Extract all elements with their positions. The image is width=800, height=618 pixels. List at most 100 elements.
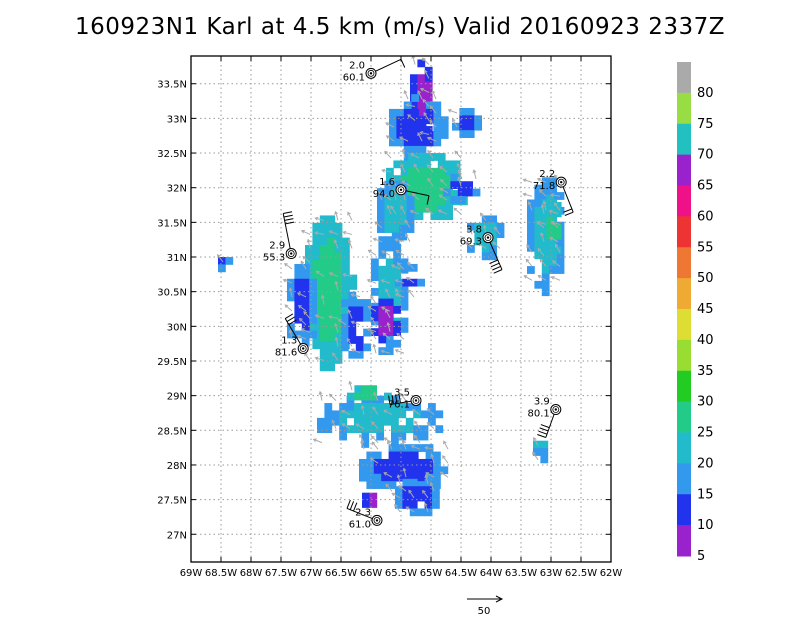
field-cell <box>415 160 424 169</box>
wind-arrow-head <box>333 239 338 244</box>
colorbar-label: 45 <box>697 302 714 317</box>
wind-arrow <box>396 250 405 256</box>
field-cell <box>385 339 394 348</box>
field-cell <box>342 237 350 246</box>
field-cell <box>378 273 387 282</box>
field-cell <box>396 138 405 147</box>
wind-arrow <box>438 209 448 215</box>
field-cell <box>363 328 371 337</box>
wind-arrow <box>406 277 415 284</box>
wind-barb-feather <box>395 394 398 404</box>
y-tick-label: 31N <box>167 253 187 264</box>
field-cell <box>363 343 371 352</box>
field-cell <box>541 280 550 289</box>
field-cell <box>294 330 303 339</box>
wind-arrow <box>402 440 407 450</box>
field-cell <box>378 298 387 307</box>
wind-arrow-head <box>347 309 352 314</box>
wind-arrow-head <box>399 136 403 141</box>
field-cell <box>440 131 449 139</box>
wind-arrow-head <box>346 337 351 342</box>
wind-arrow-head <box>525 258 530 263</box>
wind-arrow-head <box>350 348 355 352</box>
field-cell <box>327 319 335 327</box>
wind-arrow <box>304 352 311 361</box>
station-marker-inner <box>484 234 492 242</box>
field-cell <box>346 410 355 419</box>
station: 3.869.3 <box>460 225 503 274</box>
field-cell <box>348 336 357 344</box>
wind-arrow-head <box>403 89 408 94</box>
colorbar-label: 70 <box>697 148 714 163</box>
wind-arrow-head <box>468 224 473 229</box>
field-cell <box>389 116 397 125</box>
wind-arrow-head <box>314 314 319 318</box>
field-cell <box>433 101 442 110</box>
wind-arrow <box>359 434 365 443</box>
wind-arrow-head <box>396 474 401 479</box>
station-label-bottom: 61.0 <box>349 519 371 530</box>
field-cell <box>389 131 397 139</box>
wind-arrow-head <box>410 444 415 449</box>
y-tick-label: 32N <box>167 184 187 195</box>
field-cell <box>327 363 335 372</box>
wind-barb-staff <box>370 58 402 74</box>
wind-barb-feather <box>283 214 293 218</box>
field-cell <box>437 212 446 221</box>
wind-arrow-head <box>424 474 429 479</box>
field-cell <box>301 271 310 280</box>
wind-arrow-head <box>472 169 477 174</box>
field-cell <box>409 501 418 509</box>
colorbar-label: 40 <box>697 333 714 348</box>
wind-arrow-head <box>443 440 447 445</box>
wind-arrow-head <box>377 190 382 195</box>
wind-barb-feather <box>388 395 391 405</box>
wind-arrow-head <box>426 421 431 426</box>
field-cell <box>327 215 335 224</box>
field-cell <box>342 252 350 261</box>
wind-arrow-head <box>456 162 461 167</box>
wind-arrow <box>373 238 383 243</box>
wind-arrow-head <box>350 293 355 297</box>
wind-arrow <box>422 57 430 65</box>
wind-arrow-head <box>360 439 365 444</box>
field-cell <box>377 210 385 219</box>
wind-arrow <box>458 170 463 180</box>
wind-arrow <box>303 311 311 319</box>
field-cell <box>376 403 384 411</box>
wind-arrow <box>351 294 361 298</box>
field-cell <box>489 237 497 246</box>
wind-arrow-head <box>314 356 319 361</box>
colorbar-segment <box>677 401 691 433</box>
field-cell <box>428 410 436 419</box>
wind-arrow-head <box>381 306 385 311</box>
field-cell <box>466 130 475 138</box>
field-cell <box>534 236 543 245</box>
field-cell <box>349 282 358 290</box>
wind-arrow <box>370 331 377 340</box>
field-cell <box>534 221 543 230</box>
field-cell <box>553 224 562 233</box>
field-cell <box>319 311 328 320</box>
field-cell <box>417 486 425 495</box>
field-cell <box>408 160 416 169</box>
field-cell <box>399 232 407 241</box>
station-marker-dot <box>290 252 293 255</box>
field-cell <box>450 196 459 204</box>
field-cell <box>415 167 424 176</box>
colorbar-label: 80 <box>697 86 714 101</box>
x-tick-label: 65W <box>420 568 443 579</box>
wind-arrow-head <box>318 390 323 395</box>
wind-arrow <box>395 349 405 354</box>
field-cell <box>305 245 313 253</box>
wind-arrow-head <box>413 434 418 439</box>
field-cell <box>376 432 384 441</box>
x-tick-label: 68.5W <box>205 568 237 579</box>
wind-arrow <box>334 323 339 333</box>
field-cell <box>424 508 433 517</box>
field-cell <box>339 432 347 441</box>
wind-arrow <box>393 190 397 200</box>
field-cell <box>327 245 335 253</box>
wind-arrow-head <box>457 176 461 181</box>
field-cell <box>327 296 335 305</box>
